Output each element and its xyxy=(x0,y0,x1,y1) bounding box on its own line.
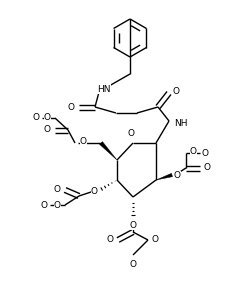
Text: O: O xyxy=(54,201,61,209)
Text: O: O xyxy=(190,148,197,157)
Text: HN: HN xyxy=(97,84,111,94)
Text: O: O xyxy=(107,235,114,245)
Text: O: O xyxy=(44,114,51,122)
Text: O: O xyxy=(80,137,87,147)
Text: O: O xyxy=(152,235,159,245)
Polygon shape xyxy=(156,173,173,180)
Text: O: O xyxy=(173,86,180,96)
Text: O: O xyxy=(202,148,209,158)
Text: O: O xyxy=(91,186,98,196)
Text: O: O xyxy=(130,221,136,230)
Polygon shape xyxy=(100,142,117,160)
Text: O: O xyxy=(33,114,40,122)
Text: O: O xyxy=(174,171,181,181)
Text: O: O xyxy=(41,201,48,209)
Text: O: O xyxy=(127,129,135,138)
Text: O: O xyxy=(54,186,61,194)
Text: O: O xyxy=(204,163,211,173)
Text: NH: NH xyxy=(174,119,188,129)
Text: O: O xyxy=(68,102,75,112)
Text: O: O xyxy=(44,125,51,135)
Text: O: O xyxy=(130,260,136,269)
